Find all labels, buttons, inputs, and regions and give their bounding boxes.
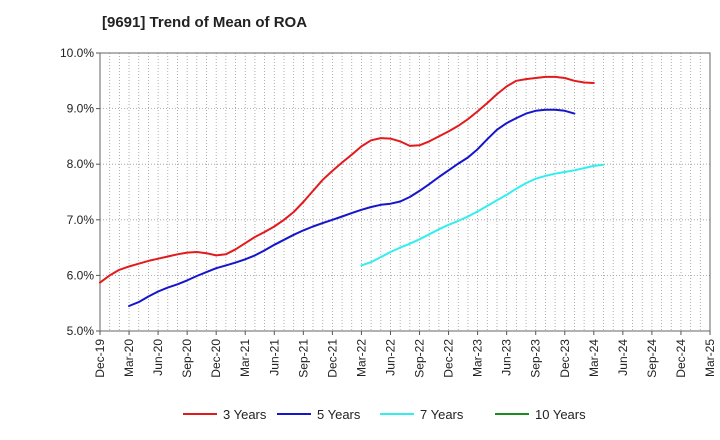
y-tick-label: 10.0%	[60, 46, 94, 60]
x-tick-label: Jun-21	[267, 339, 281, 376]
y-tick-label: 5.0%	[67, 324, 95, 338]
x-tick-label: Mar-24	[587, 339, 601, 377]
x-tick-label: Mar-22	[354, 339, 368, 377]
x-tick-label: Dec-22	[442, 339, 456, 378]
x-tick-label: Dec-24	[674, 339, 688, 378]
x-tick-label: Sep-21	[296, 339, 310, 378]
legend-label-7-years: 7 Years	[420, 407, 464, 422]
x-tick-label: Jun-22	[383, 339, 397, 376]
y-tick-label: 7.0%	[67, 213, 95, 227]
y-tick-label: 9.0%	[67, 102, 95, 116]
x-tick-label: Jun-23	[500, 339, 514, 376]
series-line-7-years	[360, 163, 605, 267]
x-tick-label: Sep-24	[645, 339, 659, 378]
legend-label-5-years: 5 Years	[317, 407, 361, 422]
x-tick-label: Mar-20	[122, 339, 136, 377]
x-tick-label: Jun-24	[616, 339, 630, 376]
x-tick-label: Mar-23	[471, 339, 485, 377]
x-tick-label: Jun-20	[151, 339, 165, 376]
chart-title: [9691] Trend of Mean of ROA	[102, 14, 308, 31]
legend-label-3-years: 3 Years	[223, 407, 267, 422]
plot-border	[99, 52, 711, 332]
y-tick-label: 6.0%	[67, 268, 95, 282]
x-tick-label: Sep-23	[529, 339, 543, 378]
plot-area	[100, 53, 710, 331]
series-line-3-years	[99, 75, 595, 284]
y-tick-label: 8.0%	[67, 157, 95, 171]
x-tick-label: Mar-21	[238, 339, 252, 377]
legend-label-10-years: 10 Years	[535, 407, 586, 422]
x-tick-label: Sep-22	[413, 339, 427, 378]
x-tick-label: Dec-19	[93, 339, 107, 378]
x-tick-label: Sep-20	[180, 339, 194, 378]
x-tick-label: Dec-20	[209, 339, 223, 378]
x-tick-label: Dec-21	[325, 339, 339, 378]
series-line-5-years	[128, 108, 576, 307]
x-tick-label: Dec-23	[558, 339, 572, 378]
x-tick-label: Mar-25	[703, 339, 717, 377]
